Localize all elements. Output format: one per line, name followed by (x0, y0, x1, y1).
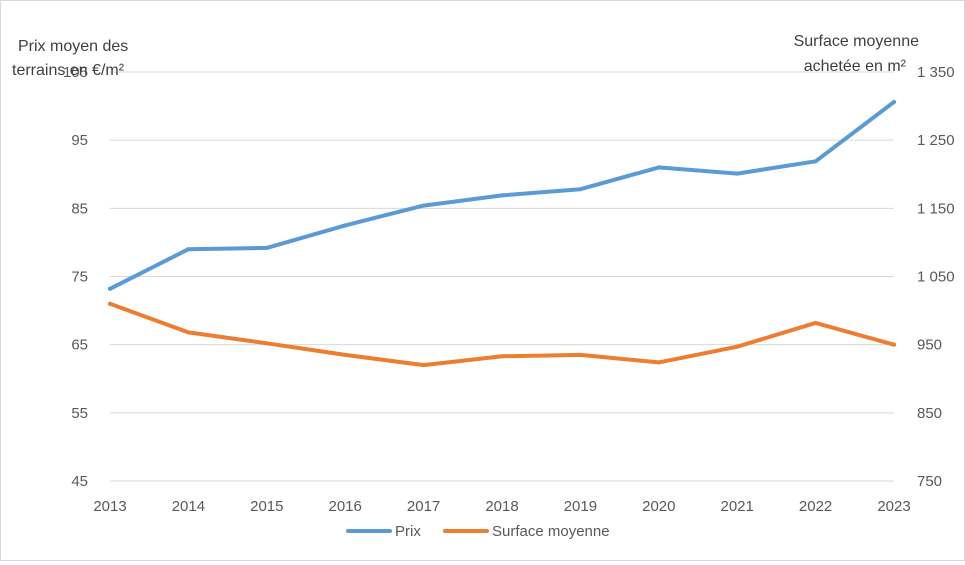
right-axis-tick-label: 1 150 (917, 200, 955, 217)
gridlines (110, 71, 894, 482)
x-axis-tick-label: 2018 (485, 498, 518, 515)
x-axis-tick-label: 2013 (93, 498, 126, 515)
data-point-prix (186, 247, 191, 252)
left-axis-tick-label: 75 (71, 269, 88, 286)
left-axis-tick-label: 105 (63, 64, 88, 81)
x-axis-tick-label: 2016 (329, 498, 362, 515)
right-axis-title-line1: Surface moyenne (794, 33, 920, 50)
x-axis-tick-label: 2014 (172, 498, 205, 515)
left-axis-tick-label: 45 (71, 473, 88, 490)
data-point-surface-moyenne (108, 301, 112, 306)
left-axis-tick-label: 85 (71, 200, 88, 217)
tick-labels: 45 750 55 850 65 950 75 1 050 85 1 150 95 1 250 105 1… (63, 64, 955, 515)
right-axis-tick-label: 1 050 (917, 269, 955, 286)
x-axis-tick-label: 2017 (407, 498, 440, 515)
data-point-prix (892, 99, 896, 104)
left-axis-tick-label: 55 (71, 405, 88, 422)
data-point-surface-moyenne (343, 352, 348, 357)
right-axis-tick-label: 1 250 (917, 132, 955, 149)
right-axis-title-line2: achetée en m² (804, 58, 907, 75)
data-point-prix (343, 223, 348, 228)
data-point-surface-moyenne (892, 342, 896, 347)
data-point-prix (421, 203, 426, 208)
data-point-surface-moyenne (186, 330, 191, 335)
x-axis-tick-label: 2021 (721, 498, 754, 515)
data-point-prix (735, 171, 740, 176)
x-axis-tick-label: 2022 (799, 498, 832, 515)
data-point-surface-moyenne (421, 363, 426, 368)
x-axis-tick-label: 2020 (642, 498, 675, 515)
data-point-surface-moyenne (735, 344, 740, 349)
data-point-surface-moyenne (813, 320, 818, 325)
data-point-surface-moyenne (656, 360, 661, 365)
x-axis-tick-label: 2019 (564, 498, 597, 515)
right-axis-tick-label: 850 (917, 405, 942, 422)
legend: Prix Surface moyenne (346, 523, 610, 540)
data-point-prix (656, 165, 661, 170)
data-point-prix (578, 187, 583, 192)
data-point-surface-moyenne (500, 354, 504, 359)
right-axis-tick-label: 1 350 (917, 64, 955, 81)
left-axis-tick-label: 65 (71, 337, 88, 354)
legend-label-surface-moyenne: Surface moyenne (492, 523, 610, 540)
left-axis-title-line2: terrains en €/m² (12, 62, 125, 79)
x-axis-tick-label: 2015 (250, 498, 283, 515)
right-axis-tick-label: 750 (917, 473, 942, 490)
legend-label-prix: Prix (395, 523, 421, 540)
left-axis-tick-label: 95 (71, 132, 88, 149)
data-point-surface-moyenne (578, 352, 583, 357)
data-point-prix (500, 193, 504, 198)
data-point-prix (264, 245, 269, 250)
series-lines (108, 99, 896, 368)
data-point-surface-moyenne (264, 341, 269, 346)
left-axis-title-line1: Prix moyen des (18, 38, 128, 55)
x-axis-tick-label: 2023 (877, 498, 910, 515)
data-point-prix (813, 159, 818, 164)
right-axis-tick-label: 950 (917, 337, 942, 354)
data-point-prix (108, 286, 112, 291)
